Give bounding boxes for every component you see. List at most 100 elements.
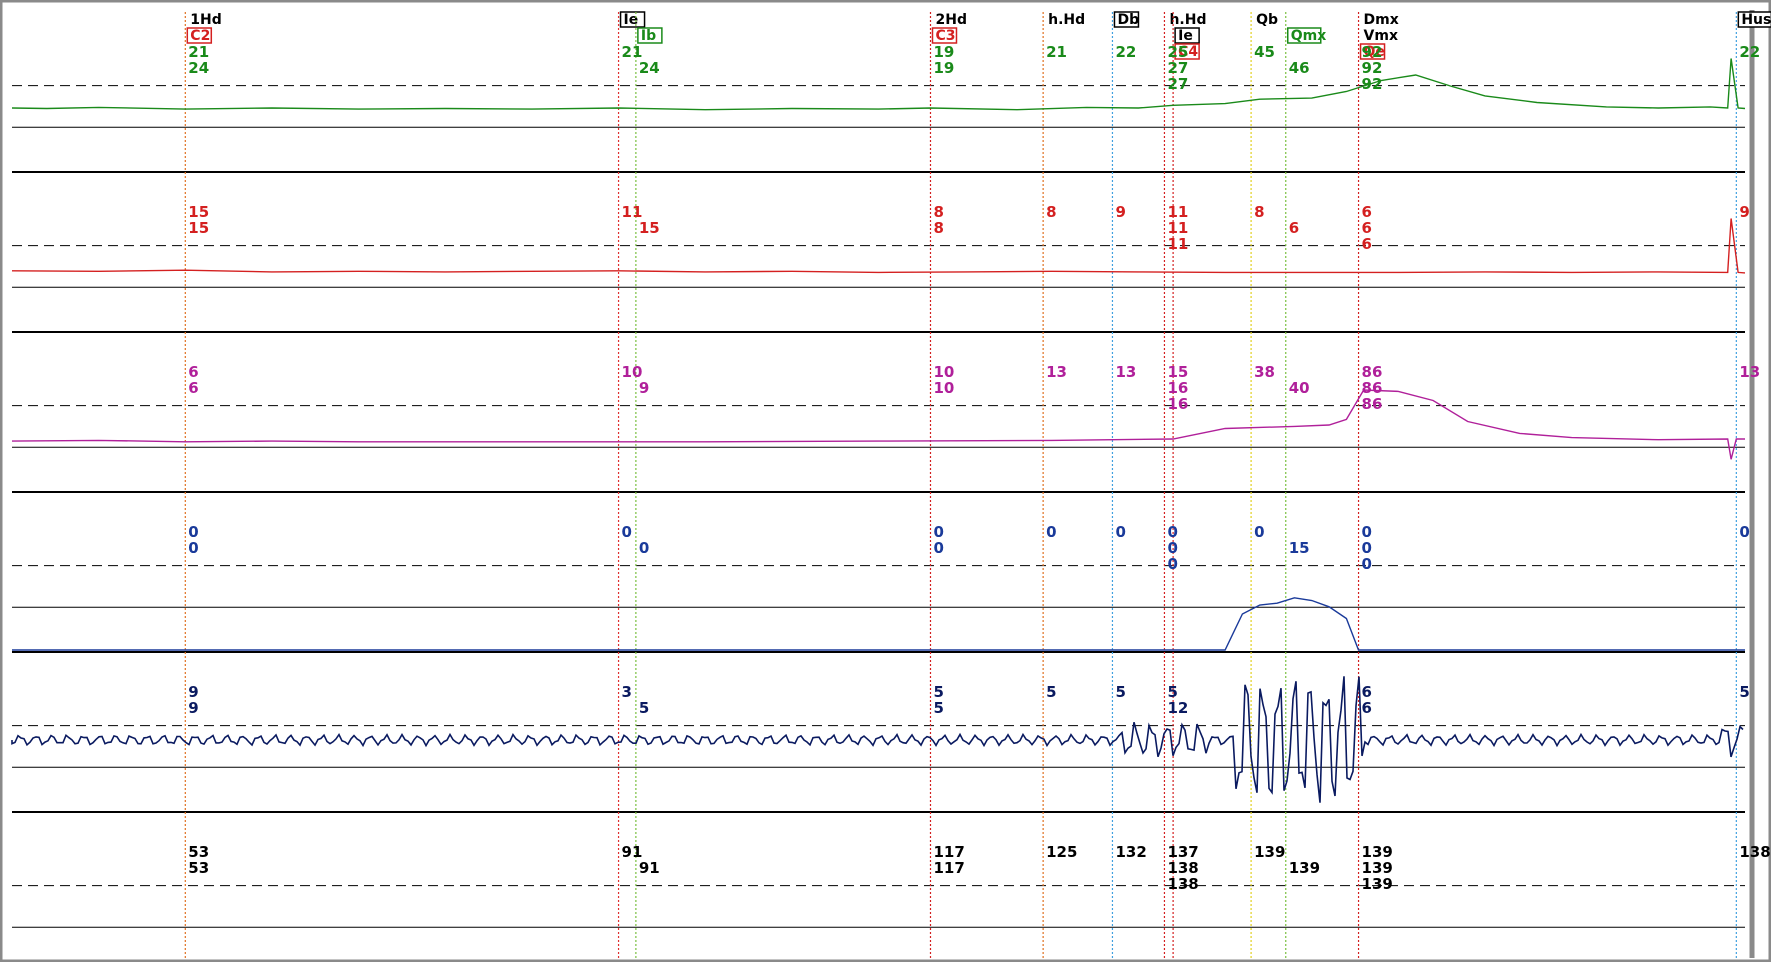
- channel-ch0-value: 25: [1167, 43, 1188, 61]
- event-label-e10: Hus: [1741, 12, 1771, 28]
- channel-ch0-value: 92: [1362, 43, 1383, 61]
- channel-ch0-value: 21: [622, 43, 643, 61]
- channel-ch0-value: 22: [1115, 43, 1136, 61]
- channel-ch5-value: 139: [1254, 843, 1285, 861]
- channel-ch5-value: 91: [622, 843, 643, 861]
- channel-ch1-value: 6: [1362, 235, 1372, 253]
- channel-ch4-value: 5: [1167, 683, 1177, 701]
- channel-ch0-value: 46: [1289, 59, 1310, 77]
- channel-ch1-value: 15: [188, 219, 209, 237]
- channel-ch4-value: 5: [1739, 683, 1749, 701]
- channel-ch4-value: 6: [1362, 699, 1372, 717]
- channel-ch2-value: 15: [1167, 363, 1188, 381]
- channel-ch2-value: 10: [622, 363, 643, 381]
- event-label-e3: 2Hd: [935, 12, 966, 28]
- channel-ch0-value: 22: [1739, 43, 1760, 61]
- event-label-box-e3: [931, 27, 958, 44]
- channel-ch3-value: 0: [1739, 523, 1749, 541]
- channel-ch2-trace: [11, 389, 1745, 460]
- channel-ch5-value: 138: [1167, 875, 1198, 893]
- channel-ch3-value: 0: [1254, 523, 1264, 541]
- event-label-box-e6b: [1174, 27, 1200, 44]
- channel-ch5-value: 125: [1046, 843, 1077, 861]
- channel-ch3-value: 0: [1167, 523, 1177, 541]
- event-label-box-e10: [1737, 11, 1771, 28]
- channel-ch2-value: 86: [1362, 363, 1383, 381]
- channel-ch0-value: 21: [188, 43, 209, 61]
- event-label-e1: C2: [190, 28, 210, 44]
- channel-ch4-value: 9: [188, 683, 198, 701]
- channel-ch4-value: 5: [933, 699, 943, 717]
- event-label-e1: 1Hd: [190, 12, 221, 28]
- channel-ch5-value: 117: [933, 843, 964, 861]
- channel-ch1-value: 15: [188, 203, 209, 221]
- channel-ch1-value: 9: [1739, 203, 1749, 221]
- channel-ch2-value: 6: [188, 363, 198, 381]
- channel-ch0-value: 24: [188, 59, 209, 77]
- channel-ch1-value: 6: [1362, 219, 1372, 237]
- channel-ch3-value: 0: [1115, 523, 1125, 541]
- event-label-e2: Ie: [624, 12, 639, 28]
- channel-ch0-value: 45: [1254, 43, 1275, 61]
- event-label-e6b: C4: [1178, 44, 1198, 60]
- channel-ch4-value: 6: [1362, 683, 1372, 701]
- channel-ch4-value: 5: [1115, 683, 1125, 701]
- channel-ch2-value: 13: [1115, 363, 1136, 381]
- channel-ch1-value: 11: [1167, 235, 1188, 253]
- channel-ch0-value: 24: [639, 59, 660, 77]
- channel-ch2-value: 16: [1167, 395, 1188, 413]
- channel-ch2-value: 9: [639, 379, 649, 397]
- event-label-box-e2: [619, 11, 646, 28]
- channel-ch1-value: 8: [933, 203, 943, 221]
- channel-ch4-value: 5: [639, 699, 649, 717]
- channel-ch4-value: 12: [1167, 699, 1188, 717]
- event-label-e6: h.Hd: [1169, 12, 1206, 28]
- channel-ch4-value: 5: [933, 683, 943, 701]
- channel-ch5-value: 139: [1362, 875, 1393, 893]
- event-label-e6b: Ie: [1178, 28, 1193, 44]
- event-label-e4: h.Hd: [1048, 12, 1085, 28]
- channel-ch1-value: 11: [1167, 203, 1188, 221]
- channel-ch3-value: 0: [1362, 523, 1372, 541]
- channel-ch1-value: 11: [622, 203, 643, 221]
- channel-ch3-value: 0: [1362, 539, 1372, 557]
- channel-ch3-value: 0: [1362, 555, 1372, 573]
- event-label-box-e6b: [1174, 43, 1200, 60]
- event-label-e9: Vmx: [1364, 28, 1398, 44]
- channel-ch3-value: 0: [1046, 523, 1056, 541]
- channel-ch2-value: 16: [1167, 379, 1188, 397]
- channel-ch5-value: 138: [1739, 843, 1770, 861]
- event-label-e7: Qb: [1256, 12, 1278, 28]
- channel-ch2-value: 40: [1289, 379, 1310, 397]
- channel-ch5-value: 139: [1362, 859, 1393, 877]
- channel-ch3-value: 0: [188, 523, 198, 541]
- channel-ch1-value: 8: [1254, 203, 1264, 221]
- channel-ch2-value: 6: [188, 379, 198, 397]
- channel-ch5-value: 138: [1167, 859, 1198, 877]
- channel-ch3-value: 0: [933, 523, 943, 541]
- channel-ch1-value: 6: [1289, 219, 1299, 237]
- channel-ch0-value: 92: [1362, 59, 1383, 77]
- channel-ch1-value: 6: [1362, 203, 1372, 221]
- channel-ch0-value: 19: [933, 59, 954, 77]
- event-label-box-e9: [1359, 43, 1386, 60]
- channel-ch0-value: 21: [1046, 43, 1067, 61]
- channel-ch5-value: 137: [1167, 843, 1198, 861]
- channel-ch1-value: 9: [1115, 203, 1125, 221]
- channel-ch1-value: 15: [639, 219, 660, 237]
- event-label-e2b: Ib: [641, 28, 656, 44]
- event-label-e5: Db: [1117, 12, 1139, 28]
- event-label-e9: Qe: [1364, 44, 1385, 60]
- channel-ch3-value: 0: [1167, 555, 1177, 573]
- channel-ch2-value: 10: [933, 379, 954, 397]
- channel-ch2-value: 10: [933, 363, 954, 381]
- channel-ch3-value: 0: [639, 539, 649, 557]
- event-label-e8: Qmx: [1291, 28, 1327, 44]
- channel-ch1-trace: [11, 218, 1746, 274]
- channel-ch4-value: 9: [188, 699, 198, 717]
- channel-ch3-value: 0: [622, 523, 632, 541]
